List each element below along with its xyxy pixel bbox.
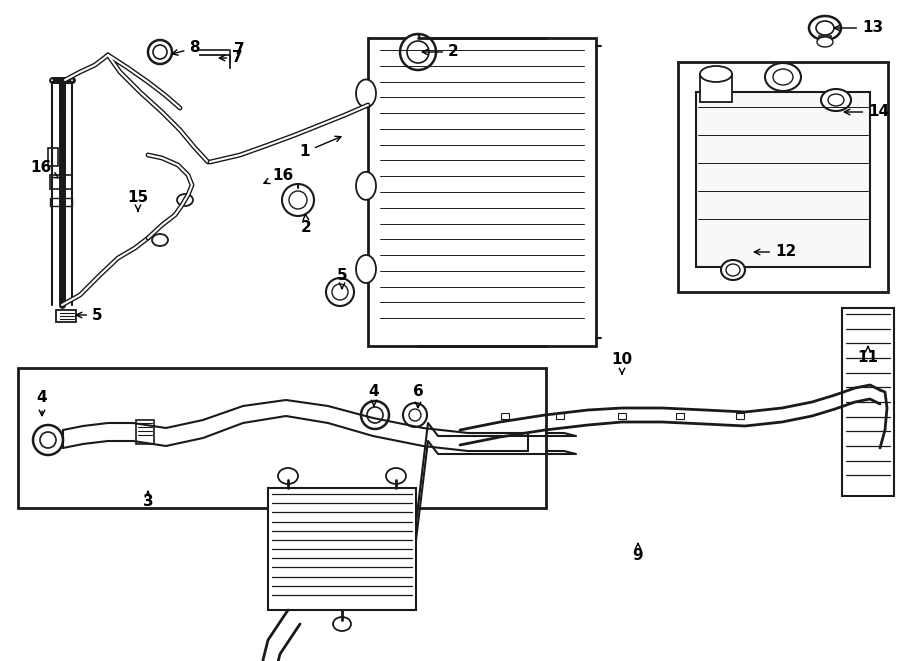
Bar xyxy=(556,413,564,419)
Ellipse shape xyxy=(765,63,801,91)
Bar xyxy=(819,36,831,44)
Ellipse shape xyxy=(386,468,406,484)
Text: 16: 16 xyxy=(264,167,293,184)
Ellipse shape xyxy=(817,37,833,47)
Ellipse shape xyxy=(828,94,844,106)
Bar xyxy=(700,74,732,102)
Text: 1: 1 xyxy=(300,136,341,159)
Ellipse shape xyxy=(403,403,427,427)
Text: 6: 6 xyxy=(412,385,423,408)
Text: 2: 2 xyxy=(302,214,312,235)
Text: 5: 5 xyxy=(76,307,103,323)
Ellipse shape xyxy=(700,66,732,82)
Text: 7: 7 xyxy=(234,42,245,58)
Ellipse shape xyxy=(773,69,793,85)
Ellipse shape xyxy=(40,432,56,448)
Ellipse shape xyxy=(400,34,436,70)
Ellipse shape xyxy=(332,284,348,300)
Ellipse shape xyxy=(816,21,834,35)
Text: 11: 11 xyxy=(858,346,878,366)
Ellipse shape xyxy=(333,617,351,631)
Ellipse shape xyxy=(809,16,841,40)
Ellipse shape xyxy=(356,172,376,200)
Bar xyxy=(368,38,596,346)
Text: 4: 4 xyxy=(37,391,48,416)
Ellipse shape xyxy=(289,191,307,209)
Text: 15: 15 xyxy=(128,190,148,212)
Text: 14: 14 xyxy=(844,104,889,120)
Ellipse shape xyxy=(356,255,376,283)
Ellipse shape xyxy=(153,45,167,59)
Bar xyxy=(48,148,58,166)
Text: 5: 5 xyxy=(337,268,347,289)
Ellipse shape xyxy=(726,264,740,276)
Ellipse shape xyxy=(278,468,298,484)
Ellipse shape xyxy=(821,89,851,111)
Text: 10: 10 xyxy=(611,352,633,374)
Bar xyxy=(50,198,72,206)
Ellipse shape xyxy=(367,407,383,423)
Bar xyxy=(268,488,416,610)
Ellipse shape xyxy=(326,278,354,306)
Text: 16: 16 xyxy=(31,161,58,178)
Bar xyxy=(842,308,894,496)
Text: 13: 13 xyxy=(834,20,883,36)
Ellipse shape xyxy=(356,79,376,108)
Text: 4: 4 xyxy=(369,385,379,406)
Bar xyxy=(618,413,626,419)
Ellipse shape xyxy=(177,194,193,206)
Bar xyxy=(136,420,154,444)
Bar xyxy=(676,413,684,419)
Text: 9: 9 xyxy=(633,543,643,563)
Ellipse shape xyxy=(33,425,63,455)
Text: 12: 12 xyxy=(754,245,796,260)
Bar xyxy=(50,175,72,189)
Ellipse shape xyxy=(409,409,421,421)
Bar xyxy=(696,92,870,267)
Bar xyxy=(678,62,888,292)
Text: 7: 7 xyxy=(220,50,243,65)
Ellipse shape xyxy=(152,234,168,246)
Ellipse shape xyxy=(282,184,314,216)
Text: 3: 3 xyxy=(143,491,153,510)
Ellipse shape xyxy=(148,40,172,64)
Ellipse shape xyxy=(361,401,389,429)
Bar xyxy=(501,413,509,419)
Bar xyxy=(18,368,546,508)
Text: 8: 8 xyxy=(172,40,200,56)
Bar xyxy=(56,310,76,322)
Text: 2: 2 xyxy=(422,44,459,59)
Ellipse shape xyxy=(721,260,745,280)
Ellipse shape xyxy=(407,41,429,63)
Bar xyxy=(736,413,744,419)
